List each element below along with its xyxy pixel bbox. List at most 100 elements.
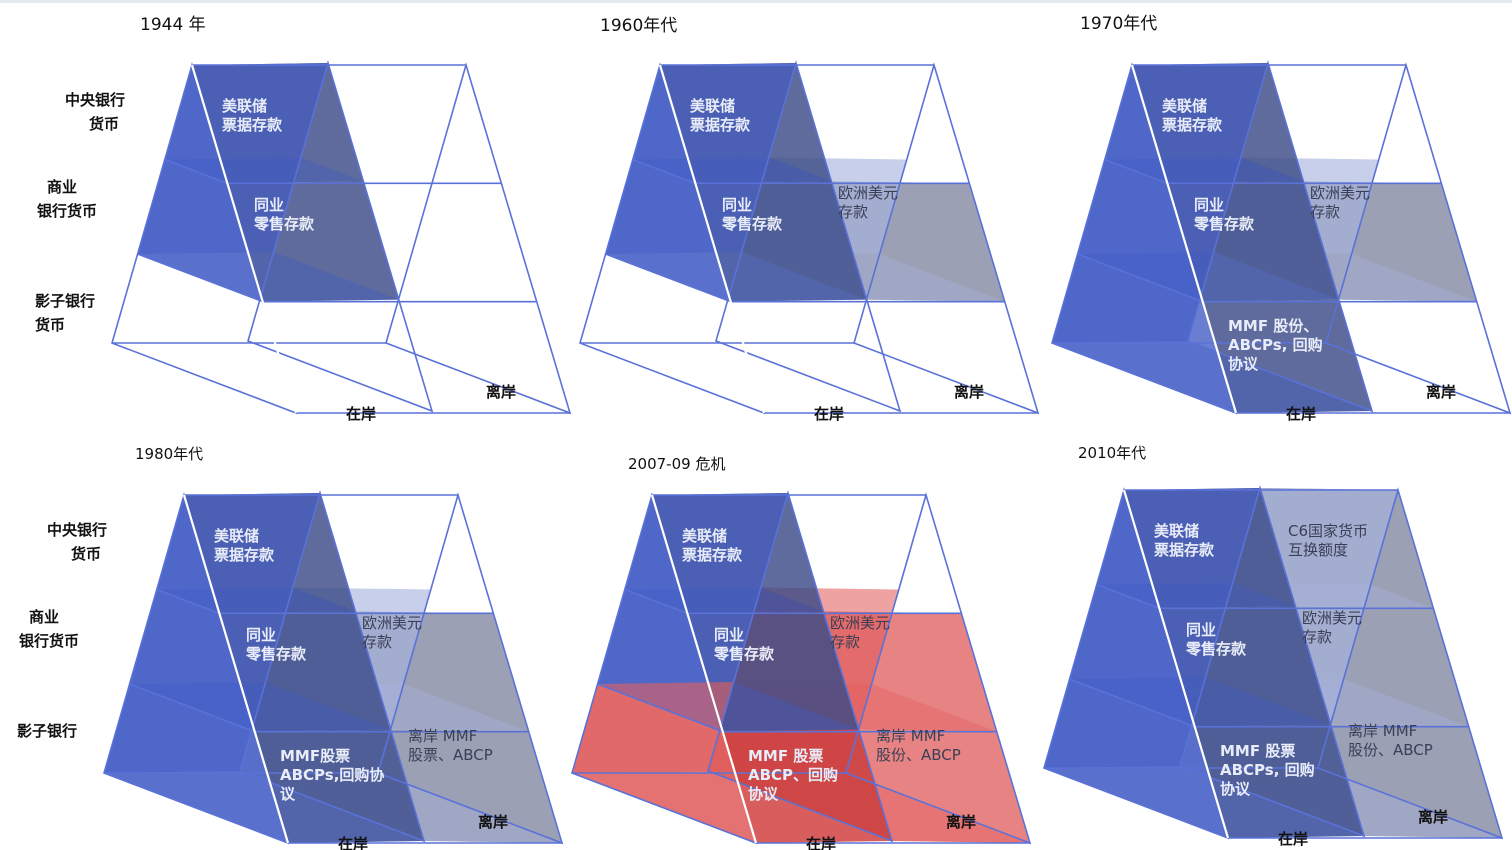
prism-edge-triangle — [1187, 60, 1374, 413]
onshore-mid-block-side-face — [1077, 157, 1241, 255]
cell-off-mid-line: 欧洲美元 — [830, 614, 890, 632]
prism-edge-triangle — [707, 490, 894, 843]
tier-line — [129, 683, 256, 733]
prism-edge-triangle — [1325, 62, 1512, 415]
offshore-bot-block-slope-face — [1330, 724, 1502, 838]
prism-edge-triangle — [385, 62, 572, 415]
onshore-bot-block-floor-face — [572, 771, 892, 843]
row-label-commercial: 商业银行货币 — [37, 178, 97, 220]
prism-highlight-edge — [658, 64, 766, 414]
prism-edge-triangle — [239, 490, 426, 843]
axis-label-onshore: 在岸 — [346, 405, 376, 423]
onshore-bot-block-floor-face — [104, 771, 424, 843]
cell-off-mid: 欧洲美元存款 — [830, 614, 890, 651]
row-label-line: 银行货币 — [19, 632, 79, 650]
onshore-mid-block-side-face — [137, 157, 301, 255]
tier-line — [137, 253, 264, 303]
cell-on-top-line: 美联储 — [682, 527, 727, 545]
cell-on-mid-line: 同业 — [1186, 621, 1216, 639]
cell-on-bot-line: 协议 — [1220, 780, 1251, 798]
row-label-line: 货币 — [71, 545, 101, 563]
tier-line — [597, 683, 724, 733]
prism-edge-triangle — [1179, 485, 1366, 838]
cell-off-bot-line: 离岸 MMF — [876, 727, 945, 745]
cell-on-top-line: 票据存款 — [690, 116, 751, 134]
onshore-top-block-side-face — [632, 63, 796, 160]
prism-highlight-edge — [182, 494, 290, 844]
axis-label-offshore: 离岸 — [954, 383, 984, 401]
axis-label-onshore: 在岸 — [1286, 405, 1316, 423]
cell-off-mid: 欧洲美元存款 — [838, 184, 898, 221]
axis-label-onshore: 在岸 — [806, 835, 836, 850]
row-label-commercial: 商业银行货币 — [19, 608, 79, 650]
cell-on-top-line: 美联储 — [690, 97, 735, 115]
offshore-bot-block-slope-face — [390, 729, 562, 843]
cell-on-bot-line: MMF 股票 — [748, 747, 823, 765]
cell-off-mid-line: 欧洲美元 — [838, 184, 898, 202]
tier-line — [605, 253, 732, 303]
offshore-bot-block-slope-face — [858, 729, 1030, 843]
row-label-line: 货币 — [89, 115, 119, 133]
axis-label-offshore: 离岸 — [1418, 808, 1448, 826]
cell-off-top-line: 互换额度 — [1288, 541, 1348, 559]
prism-edge-triangle — [1317, 487, 1504, 840]
cell-on-top-line: 票据存款 — [1154, 541, 1215, 559]
onshore-mid-block-side-face — [605, 157, 769, 255]
onshore-mid-block-side-face — [129, 587, 293, 685]
row-label-line: 影子银行 — [17, 722, 77, 740]
cell-on-bot-line: MMF股票 — [280, 747, 350, 765]
tier-line — [1077, 253, 1204, 303]
panel-title: 2010年代 — [1078, 444, 1146, 462]
tier-line — [1069, 678, 1196, 728]
cell-on-top: 美联储票据存款 — [682, 527, 743, 564]
onshore-mid-block-side-face — [597, 587, 761, 685]
panel-1: 1944 年美联储票据存款同业零售存款在岸离岸中央银行货币商业银行货币影子银行货… — [35, 15, 572, 423]
row-label-shadow-short: 影子银行 — [17, 722, 77, 740]
row-label-line: 中央银行 — [47, 521, 107, 539]
cell-on-bot-line: ABCP、回购 — [748, 766, 838, 784]
cell-on-top-line: 美联储 — [214, 527, 259, 545]
cell-off-bot-line: 股份、ABCP — [1348, 741, 1433, 759]
cell-on-mid-line: 零售存款 — [713, 645, 775, 663]
cell-on-bot-line: ABCPs, 回购 — [1220, 761, 1315, 779]
row-label-line: 货币 — [35, 316, 65, 334]
cell-off-mid-line: 存款 — [1310, 203, 1340, 221]
cell-on-mid-line: 零售存款 — [1185, 640, 1247, 658]
axis-label-onshore: 在岸 — [338, 835, 368, 850]
cell-off-bot-line: 离岸 MMF — [408, 727, 477, 745]
onshore-top-block-side-face — [1104, 63, 1268, 160]
tier-line — [164, 158, 228, 185]
row-label-central-bank: 中央银行货币 — [47, 521, 107, 563]
cell-off-bot: 离岸 MMF 股份、ABCP — [876, 727, 961, 764]
tier-line — [1104, 158, 1168, 185]
prism-highlight-edge — [650, 494, 758, 844]
prism-edge-triangle — [845, 492, 1032, 845]
onshore-top-block-side-face — [1096, 488, 1260, 585]
cell-on-bot-line: 议 — [280, 785, 296, 803]
onshore-bot-block-side-face — [572, 682, 734, 773]
cell-on-top: 美联储票据存款 — [1154, 522, 1215, 559]
cell-on-top-line: 票据存款 — [222, 116, 283, 134]
axis-label-onshore: 在岸 — [814, 405, 844, 423]
row-label-shadow: 影子银行货币 — [35, 292, 95, 334]
row-label-line: 商业 — [29, 608, 59, 626]
cell-off-mid-line: 欧洲美元 — [1310, 184, 1370, 202]
cell-off-mid-line: 存款 — [838, 203, 868, 221]
panel-title: 1980年代 — [135, 445, 203, 463]
cell-off-bot: 离岸 MMF 股票、ABCP — [408, 727, 493, 764]
panel-title: 1970年代 — [1080, 14, 1157, 34]
cell-on-bot: MMF 股票 ABCP、回购协议 — [748, 747, 838, 803]
cell-off-mid: 欧洲美元存款 — [1310, 184, 1370, 221]
tier-line — [632, 158, 696, 185]
cell-on-mid: 同业零售存款 — [713, 626, 775, 663]
prism-edge-triangle — [853, 62, 1040, 415]
cell-off-top: C6国家货币互换额度 — [1288, 522, 1368, 559]
cell-off-mid-line: 存款 — [1302, 628, 1332, 646]
cell-on-bot-line: ABCPs, 回购 — [1228, 336, 1323, 354]
cell-on-mid-line: 同业 — [722, 196, 752, 214]
onshore-top-block-side-face — [624, 493, 788, 590]
